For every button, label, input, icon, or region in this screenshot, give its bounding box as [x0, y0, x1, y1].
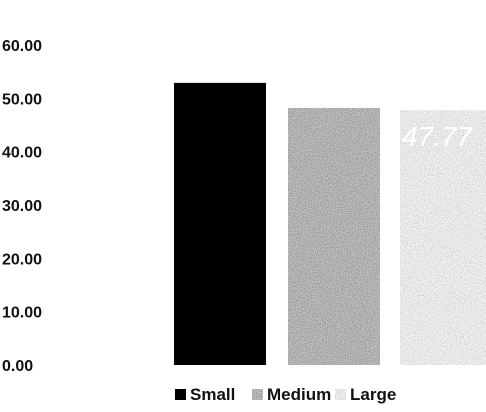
- y-tick-label: 40.00: [2, 145, 42, 162]
- y-tick-label: 10.00: [2, 305, 42, 322]
- bar-medium: [288, 107, 380, 365]
- y-tick-label: 30.00: [2, 198, 42, 215]
- bars-group: [174, 82, 486, 365]
- data-label: 47.77: [402, 121, 473, 152]
- bar-small: [174, 82, 266, 365]
- legend-swatch-medium: [252, 389, 263, 400]
- y-tick-label: 60.00: [2, 38, 42, 55]
- y-tick-label: 0.00: [2, 358, 33, 375]
- data-labels-group: 47.77: [402, 121, 473, 152]
- legend-label-medium: Medium: [267, 385, 331, 404]
- legend-label-small: Small: [190, 385, 235, 404]
- legend-swatch-large: [335, 389, 346, 400]
- legend: Small Medium Large: [175, 385, 396, 404]
- legend-swatch-small: [175, 389, 186, 400]
- y-tick-label: 20.00: [2, 251, 42, 268]
- y-axis: 0.00 10.00 20.00 30.00 40.00 50.00 60.00: [2, 38, 42, 375]
- bar-large: [400, 110, 486, 365]
- legend-label-large: Large: [350, 385, 396, 404]
- y-tick-label: 50.00: [2, 91, 42, 108]
